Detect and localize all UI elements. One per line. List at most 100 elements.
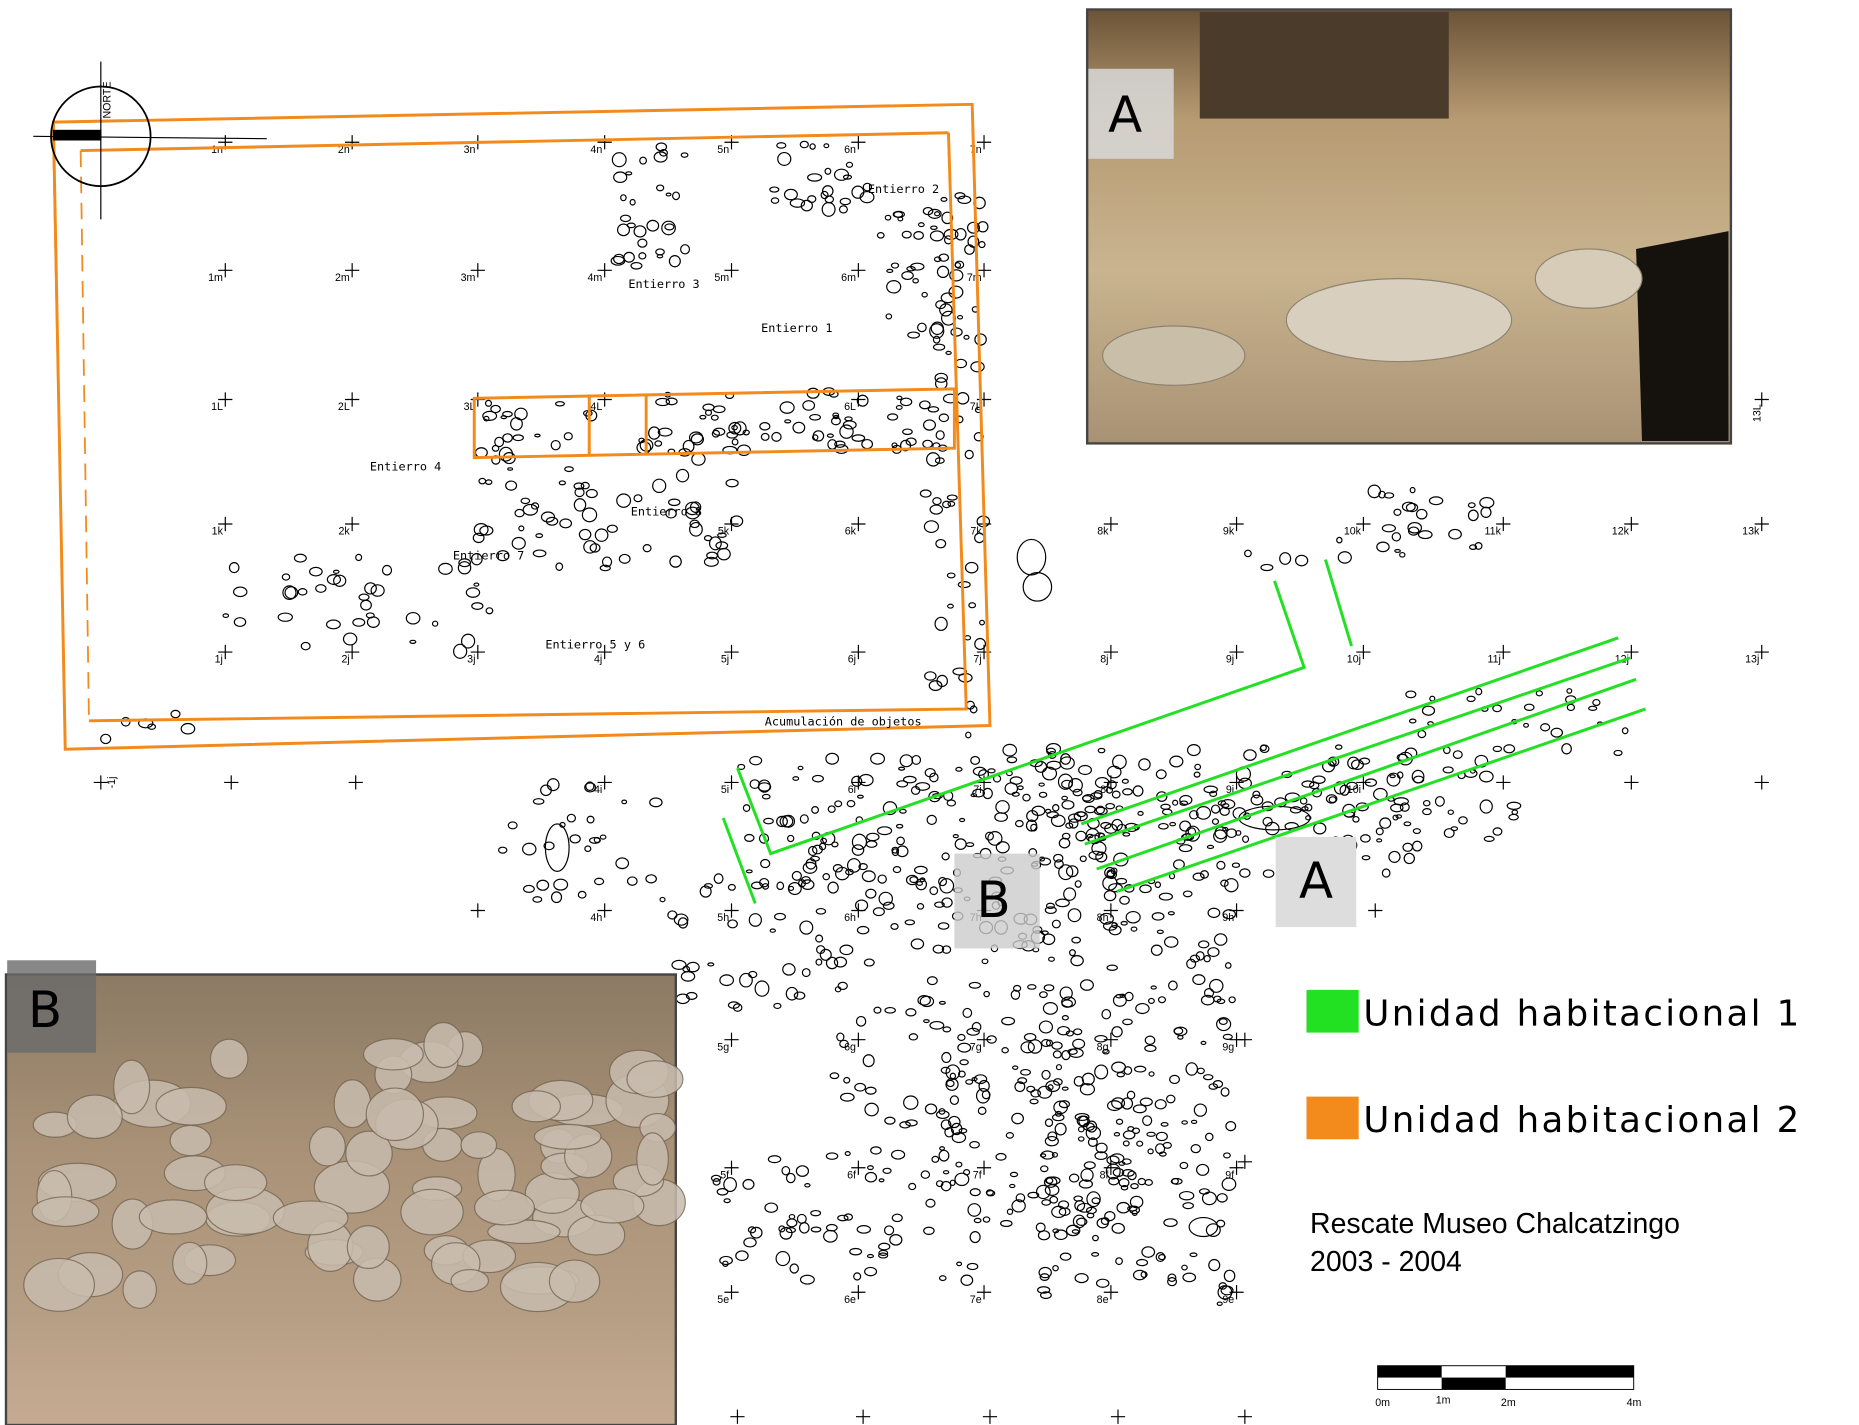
stone (479, 478, 486, 483)
grid-label: 13k (1742, 526, 1760, 538)
grid-label: 6e (844, 1294, 856, 1306)
stone (1079, 765, 1092, 774)
stone (958, 316, 963, 319)
stone (940, 1001, 946, 1004)
stone (1180, 1162, 1188, 1168)
stone (1161, 1123, 1168, 1127)
stone (904, 1096, 918, 1109)
stone (1165, 937, 1178, 947)
stone (878, 875, 886, 883)
stone (848, 859, 861, 873)
stone (101, 734, 111, 743)
stone (486, 400, 492, 406)
stone (1226, 963, 1231, 968)
rock (139, 1200, 207, 1234)
grid-label: 8f (1100, 1169, 1109, 1181)
stone (1189, 1218, 1217, 1237)
stone (930, 1022, 944, 1030)
stone (1095, 1065, 1108, 1079)
stone (1145, 1036, 1154, 1044)
stone (1377, 839, 1382, 842)
marker-label: B (976, 871, 1010, 929)
stone (764, 818, 773, 823)
stone (1192, 1120, 1197, 1123)
stone (807, 388, 819, 398)
stone (1131, 927, 1137, 931)
stone (877, 233, 884, 238)
stone (1376, 828, 1383, 835)
stone (1338, 552, 1351, 563)
legend-label: Unidad habitacional 1 (1363, 993, 1801, 1034)
stone (1138, 1179, 1145, 1185)
stone (1096, 1143, 1107, 1152)
stone (777, 143, 786, 148)
stone (955, 229, 966, 240)
stone (1484, 836, 1494, 841)
stone (736, 1251, 748, 1260)
stone (805, 1184, 810, 1187)
stone (1137, 1141, 1143, 1146)
stone (692, 453, 705, 465)
stone (956, 767, 962, 771)
stone (551, 441, 560, 450)
stone (883, 1168, 891, 1173)
stone (1336, 745, 1342, 749)
stone (982, 1091, 990, 1099)
stone (855, 1083, 866, 1091)
stone (1459, 817, 1468, 824)
stone (1042, 1070, 1050, 1079)
stone (1178, 1036, 1183, 1040)
grid-label: 5m (714, 272, 729, 284)
stone (515, 408, 527, 420)
stone (746, 870, 752, 873)
stone (533, 799, 543, 804)
grid-label: 8j (1100, 654, 1108, 666)
stone (1266, 822, 1279, 834)
grid-label: 5j (721, 654, 729, 666)
stone (1418, 731, 1426, 738)
stone (1062, 796, 1067, 800)
rock (364, 1039, 424, 1070)
stone (892, 1150, 905, 1159)
stone (1117, 1073, 1124, 1077)
stone (866, 889, 876, 898)
stone (1448, 810, 1453, 814)
stone (1123, 1019, 1132, 1024)
stone (816, 959, 822, 965)
stone (792, 871, 801, 880)
stone (1039, 1267, 1051, 1277)
stone (865, 1103, 878, 1116)
rock (401, 1189, 463, 1235)
stone (782, 1167, 790, 1175)
stone (229, 563, 238, 573)
stone (1410, 487, 1415, 492)
stone (1186, 1063, 1197, 1075)
burial-label: Entierro 4 (370, 460, 441, 474)
stone (677, 469, 689, 481)
stone (971, 362, 984, 372)
stone (1173, 800, 1178, 805)
stone (933, 498, 941, 505)
stone (774, 1003, 781, 1008)
stone (1541, 724, 1550, 731)
stone (927, 815, 936, 824)
stone (950, 1096, 958, 1105)
stone (854, 1273, 861, 1280)
rock (273, 1201, 348, 1235)
stone (1197, 1164, 1209, 1175)
stone (935, 212, 940, 216)
stone (234, 618, 245, 627)
stone (554, 879, 568, 890)
stone (556, 402, 565, 406)
stone (840, 425, 853, 438)
stone (940, 1276, 946, 1281)
stone (1193, 975, 1205, 985)
stone (965, 450, 973, 458)
grid-label: 12k (1612, 526, 1630, 538)
stone (837, 1033, 844, 1041)
stone (1240, 869, 1250, 877)
stone (857, 926, 868, 933)
stone (908, 332, 920, 338)
stone (830, 1073, 839, 1079)
stone (731, 516, 743, 526)
